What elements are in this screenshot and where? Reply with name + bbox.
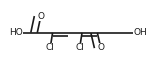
Text: HO: HO: [9, 28, 22, 37]
Text: OH: OH: [133, 28, 147, 37]
Text: Cl: Cl: [75, 43, 84, 52]
Text: O: O: [37, 12, 44, 21]
Text: Cl: Cl: [46, 43, 55, 52]
Text: O: O: [97, 43, 104, 52]
